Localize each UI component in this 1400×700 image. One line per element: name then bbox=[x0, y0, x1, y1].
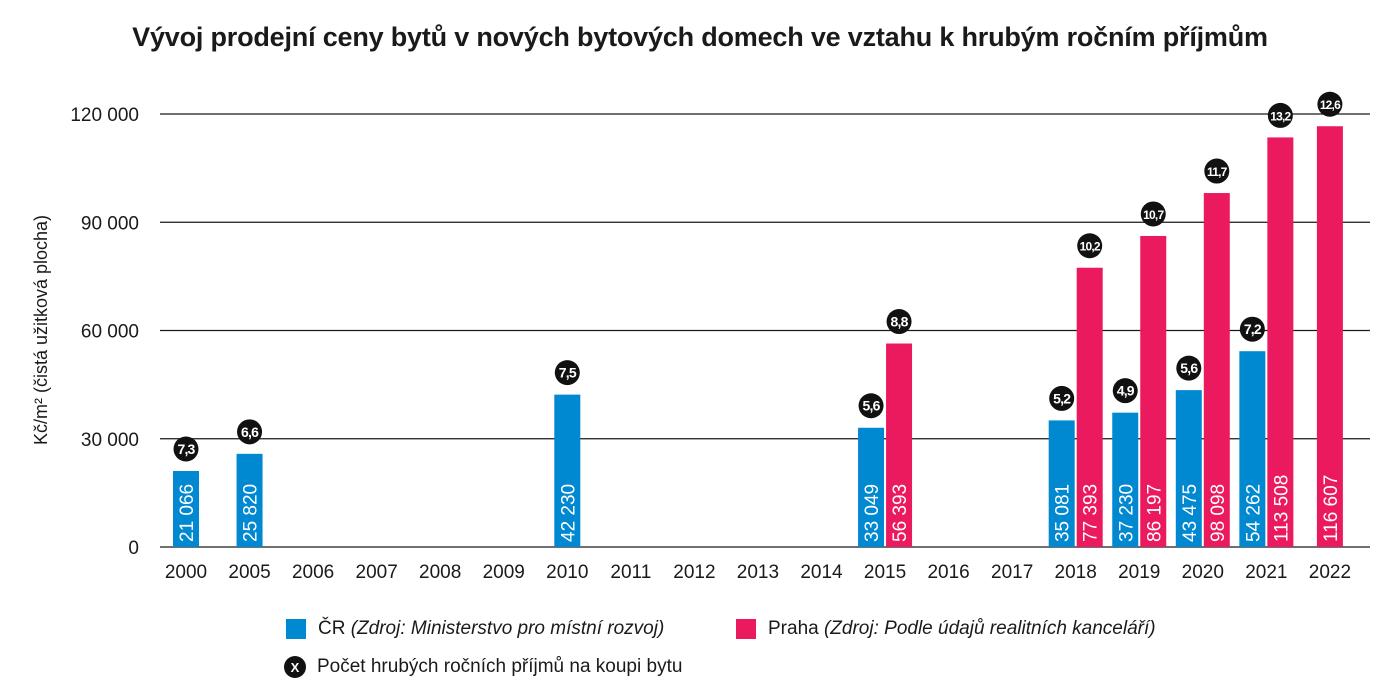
income-ratio-badge bbox=[173, 436, 199, 462]
x-tick-label: 2010 bbox=[546, 562, 588, 583]
legend-swatch-praha bbox=[736, 619, 756, 639]
income-ratio-label: 5,6 bbox=[863, 398, 881, 414]
income-ratio-badge bbox=[1049, 385, 1075, 411]
income-ratio-badge bbox=[1077, 233, 1103, 259]
bar-cr-2018 bbox=[1048, 420, 1075, 547]
gridlines bbox=[160, 113, 1370, 548]
bar-value-label: 42 230 bbox=[558, 484, 579, 542]
income-ratio-label: 13,2 bbox=[1270, 109, 1291, 123]
bar-cr-2000 bbox=[173, 470, 199, 547]
bar-value-label: 113 508 bbox=[1271, 475, 1292, 542]
bar-value-label: 33 049 bbox=[862, 484, 883, 542]
bar-value-label: 43 475 bbox=[1180, 484, 1201, 542]
x-tick-label: 2012 bbox=[673, 562, 715, 583]
bar-praha-2022 bbox=[1316, 126, 1343, 547]
bar-cr-2010 bbox=[554, 394, 581, 547]
x-tick-label: 2009 bbox=[483, 562, 525, 583]
income-ratio-label: 10,7 bbox=[1143, 208, 1164, 222]
income-ratio-badge bbox=[1176, 355, 1202, 381]
legend-label-income-ratio: Počet hrubých ročních příjmů na koupi by… bbox=[317, 656, 683, 677]
income-ratio-badge bbox=[554, 360, 580, 386]
x-tick-label: 2015 bbox=[864, 562, 906, 583]
income-ratio-label: 8,8 bbox=[891, 314, 909, 330]
x-tick-label: 2005 bbox=[228, 562, 270, 583]
bar-value-label: 25 820 bbox=[241, 484, 262, 542]
y-tick-label: 90 000 bbox=[81, 213, 139, 234]
income-ratio-badge bbox=[1317, 91, 1343, 117]
y-tick-label: 60 000 bbox=[81, 322, 139, 343]
x-tick-label: 2020 bbox=[1182, 562, 1224, 583]
income-ratio-label: 6,6 bbox=[241, 424, 259, 440]
income-ratio-badge bbox=[1204, 158, 1230, 184]
bar-praha-2018 bbox=[1076, 267, 1103, 547]
income-ratio-label: 4,9 bbox=[1117, 383, 1135, 399]
bar-cr-2005 bbox=[236, 453, 263, 547]
income-ratio-badge bbox=[1140, 201, 1166, 227]
income-ratio-badge bbox=[1267, 102, 1293, 128]
legend-item-cr: ČR (Zdroj: Ministerstvo pro místní rozvo… bbox=[286, 618, 664, 640]
income-ratio-badge bbox=[1239, 316, 1265, 342]
bar-cr-2015 bbox=[858, 427, 885, 547]
legend-source-praha: (Zdroj: Podle údajů realitních kanceláří… bbox=[823, 618, 1156, 639]
x-tick-label: 2013 bbox=[737, 562, 779, 583]
y-tick-label: 0 bbox=[128, 538, 139, 559]
income-ratio-badge bbox=[886, 309, 912, 335]
income-ratio-label: 11,7 bbox=[1207, 165, 1228, 179]
legend-item-income-ratio: X Počet hrubých ročních příjmů na koupi … bbox=[284, 656, 682, 678]
income-ratio-label: 12,6 bbox=[1320, 98, 1341, 112]
income-ratio-label: 10,2 bbox=[1080, 240, 1101, 254]
income-ratio-badge bbox=[858, 393, 884, 419]
bar-praha-2015 bbox=[886, 343, 913, 547]
x-tick-label: 2006 bbox=[292, 562, 334, 583]
legend-swatch-cr bbox=[286, 619, 306, 639]
income-ratio-badge bbox=[237, 419, 263, 445]
income-ratio-label: 7,2 bbox=[1244, 321, 1262, 337]
income-ratio-label: 7,5 bbox=[559, 365, 577, 381]
y-tick-label: 30 000 bbox=[81, 430, 139, 451]
bar-value-label: 86 197 bbox=[1144, 484, 1165, 542]
bar-cr-2019 bbox=[1112, 412, 1139, 547]
bar-value-label: 98 098 bbox=[1208, 484, 1229, 542]
x-tick-label: 2022 bbox=[1309, 562, 1351, 583]
bar-value-label: 77 393 bbox=[1081, 484, 1102, 542]
legend-label-praha: Praha bbox=[768, 618, 819, 639]
bar-value-label: 54 262 bbox=[1243, 484, 1264, 542]
x-tick-label: 2021 bbox=[1245, 562, 1287, 583]
x-tick-label: 2008 bbox=[419, 562, 461, 583]
x-tick-label: 2000 bbox=[165, 562, 207, 583]
bar-praha-2020 bbox=[1203, 193, 1230, 547]
income-ratio-label: 7,3 bbox=[177, 441, 195, 457]
x-tick-label: 2017 bbox=[991, 562, 1033, 583]
x-tick-label: 2007 bbox=[356, 562, 398, 583]
x-tick-label: 2014 bbox=[800, 562, 843, 583]
bar-praha-2021 bbox=[1267, 137, 1294, 547]
income-ratio-badge-icon: X bbox=[284, 656, 306, 678]
y-tick-label: 120 000 bbox=[70, 105, 139, 126]
y-axis-label: Kč/m² (čistá užitková plocha) bbox=[31, 215, 51, 445]
income-ratio-badge bbox=[1112, 378, 1138, 404]
bar-praha-2019 bbox=[1140, 235, 1167, 548]
bars: 21 066 7,3 25 820 6,6 42 230 7,5 33 049 5,6 56 3… bbox=[173, 91, 1343, 548]
bar-cr-2020 bbox=[1175, 390, 1202, 547]
x-tick-label: 2016 bbox=[927, 562, 969, 583]
legend-item-praha: Praha (Zdroj: Podle údajů realitních kan… bbox=[736, 618, 1156, 640]
y-axis-ticks: 0 30 000 60 000 90 000 120 000 bbox=[70, 105, 139, 559]
x-axis-ticks: 2000 2005 2006 2007 2008 2009 2010 2011 2012 2013… bbox=[165, 562, 1351, 583]
bar-cr-2021 bbox=[1239, 351, 1266, 547]
bar-value-label: 116 607 bbox=[1321, 475, 1342, 542]
chart-title: Vývoj prodejní ceny bytů v nových bytový… bbox=[132, 22, 1268, 52]
x-tick-label: 2019 bbox=[1118, 562, 1160, 583]
bar-value-label: 56 393 bbox=[890, 484, 911, 542]
income-ratio-label: 5,6 bbox=[1180, 360, 1198, 376]
bar-value-label: 21 066 bbox=[177, 484, 198, 542]
bar-value-label: 37 230 bbox=[1116, 484, 1137, 542]
x-tick-label: 2018 bbox=[1055, 562, 1097, 583]
legend-label-cr: ČR bbox=[318, 618, 346, 639]
legend-source-cr: (Zdroj: Ministerstvo pro místní rozvoj) bbox=[350, 618, 665, 639]
bar-value-label: 35 081 bbox=[1053, 484, 1074, 542]
x-tick-label: 2011 bbox=[610, 562, 651, 583]
income-ratio-label: 5,2 bbox=[1053, 390, 1071, 406]
